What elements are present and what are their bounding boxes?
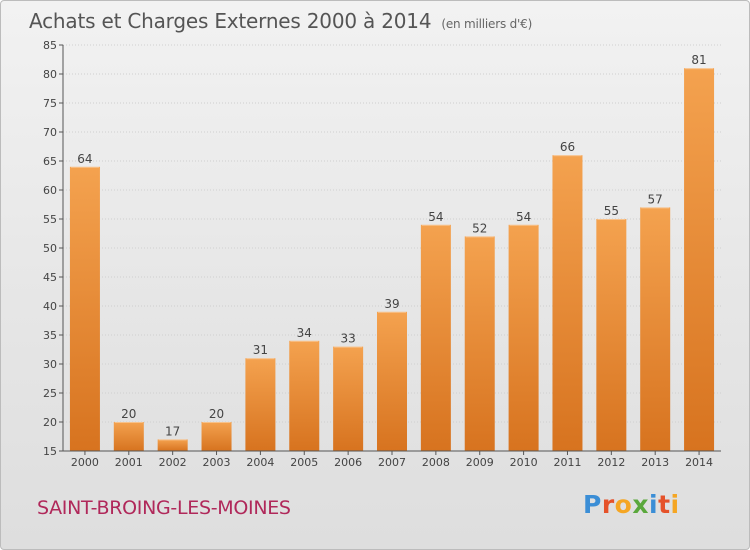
- data-label: 31: [253, 343, 268, 357]
- data-label: 20: [121, 407, 136, 421]
- x-tick-label: 2010: [510, 456, 538, 469]
- data-label: 33: [340, 332, 355, 346]
- title-text: Achats et Charges Externes 2000 à 2014: [29, 9, 432, 33]
- bar-highlight: [334, 346, 363, 348]
- x-tick-label: 2009: [466, 456, 494, 469]
- bar: [333, 346, 364, 451]
- data-label: 34: [297, 326, 312, 340]
- x-tick-label: 2014: [685, 456, 713, 469]
- logo-letter: P: [583, 490, 602, 519]
- x-tick-label: 2000: [71, 456, 99, 469]
- bar: [464, 236, 495, 451]
- data-label: 57: [648, 192, 663, 206]
- bar: [69, 166, 100, 452]
- x-tick-label: 2012: [597, 456, 625, 469]
- x-tick-label: 2001: [115, 456, 143, 469]
- y-tick-label: 40: [43, 300, 57, 313]
- logo-letter: x: [632, 490, 649, 519]
- x-tick-label: 2002: [159, 456, 187, 469]
- y-tick-label: 45: [43, 271, 57, 284]
- bar-highlight: [641, 207, 670, 209]
- x-tick-label: 2008: [422, 456, 450, 469]
- data-label: 54: [428, 210, 443, 224]
- bar-highlight: [685, 68, 714, 70]
- y-tick-label: 30: [43, 358, 57, 371]
- y-axis-ticks: 15 20 25 30 35 40 45 50 55 60 65 70 75 80 85: [43, 39, 63, 458]
- bar-highlight: [202, 422, 231, 423]
- bar-highlight: [246, 358, 275, 360]
- bars-group: [69, 68, 715, 452]
- bar: [596, 219, 627, 451]
- bar-highlight: [465, 236, 494, 238]
- bar: [552, 155, 583, 451]
- y-tick-label: 35: [43, 329, 57, 342]
- x-tick-label: 2007: [378, 456, 406, 469]
- logo-letter: i: [670, 490, 680, 519]
- y-tick-label: 60: [43, 184, 57, 197]
- bar-highlight: [290, 340, 319, 342]
- bar-highlight: [421, 224, 450, 226]
- x-tick-label: 2004: [246, 456, 274, 469]
- bar: [289, 340, 320, 451]
- y-tick-label: 80: [43, 68, 57, 81]
- data-label: 54: [516, 210, 531, 224]
- bar-highlight: [158, 439, 187, 441]
- chart-title: Achats et Charges Externes 2000 à 2014 (e…: [29, 9, 532, 33]
- y-tick-label: 70: [43, 126, 57, 139]
- data-label: 55: [604, 204, 619, 218]
- data-label: 81: [691, 53, 706, 67]
- bar-highlight: [553, 155, 582, 157]
- bar: [640, 207, 671, 451]
- logo-letter: r: [601, 490, 615, 519]
- data-label: 39: [384, 297, 399, 311]
- x-tick-label: 2005: [290, 456, 318, 469]
- y-tick-label: 20: [43, 416, 57, 429]
- bar: [245, 358, 276, 451]
- unit-label: (en milliers d'€): [441, 17, 533, 31]
- bar-highlight: [509, 224, 538, 226]
- y-tick-label: 25: [43, 387, 57, 400]
- x-tick-label: 2003: [203, 456, 231, 469]
- bar-highlight: [378, 311, 406, 313]
- y-tick-label: 55: [43, 213, 57, 226]
- data-label: 66: [560, 140, 575, 154]
- bar: [157, 439, 188, 451]
- commune-name: SAINT-BROING-LES-MOINES: [37, 497, 291, 519]
- y-tick-label: 75: [43, 97, 57, 110]
- x-tick-label: 2011: [553, 456, 581, 469]
- bar: [113, 422, 144, 451]
- bar-highlight: [70, 166, 99, 168]
- logo-letter: o: [614, 490, 633, 519]
- x-tick-label: 2013: [641, 456, 669, 469]
- bar: [201, 422, 232, 451]
- bar: [684, 68, 715, 451]
- logo-letter: t: [658, 490, 671, 519]
- x-tick-label: 2006: [334, 456, 362, 469]
- data-label: 64: [77, 152, 92, 166]
- y-tick-label: 65: [43, 155, 57, 168]
- logo-letter: i: [649, 490, 659, 519]
- y-tick-label: 15: [43, 445, 57, 458]
- axes: [62, 45, 721, 452]
- y-tick-label: 85: [43, 39, 57, 52]
- data-label: 17: [165, 424, 180, 438]
- data-label: 52: [472, 221, 487, 235]
- data-labels: 64 20 17 20 31 34 33 39 54 52 54 66 55 57 81: [77, 53, 706, 438]
- y-tick-label: 50: [43, 242, 57, 255]
- bar: [508, 224, 539, 451]
- bar: [420, 224, 451, 451]
- bar-highlight: [597, 219, 626, 220]
- bar: [377, 311, 407, 451]
- x-axis-ticks: 2000 2001 2002 2003 2004 2005 2006 2007 2008 2009…: [71, 451, 713, 469]
- bar-highlight: [114, 422, 143, 423]
- proxiti-logo[interactable]: Proxiti: [583, 490, 680, 519]
- data-label: 20: [209, 407, 224, 421]
